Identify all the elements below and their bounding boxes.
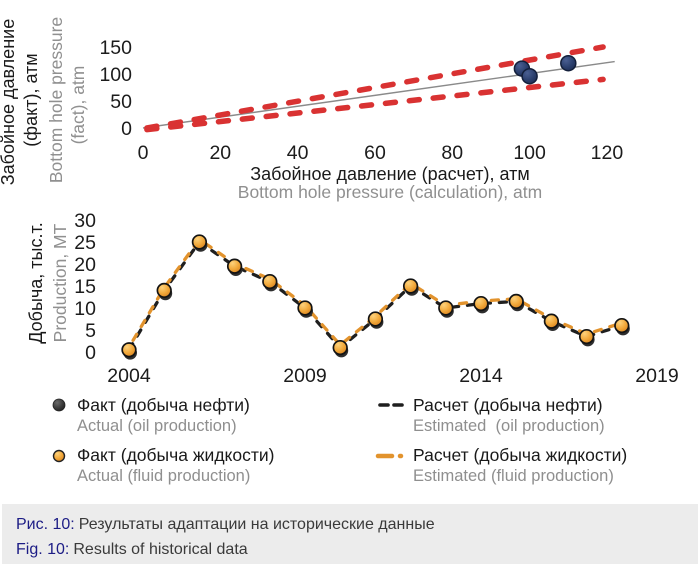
svg-text:120: 120: [591, 142, 624, 164]
oil-actual-marker-icon: [52, 398, 66, 412]
chart2-ylabel-en: Production, MT: [50, 223, 70, 342]
legend-label-ru: Факт (добыча нефти): [77, 395, 250, 415]
chart1-xlabel-ru: Забойное давление (расчет), атм: [250, 164, 529, 184]
fluid-actual-point: [614, 317, 630, 334]
legend-item-fluid-estimated: Расчет (добыча жидкости) Estimated (flui…: [362, 445, 627, 486]
svg-text:2014: 2014: [459, 365, 503, 387]
fluid-actual-point: [156, 282, 172, 299]
svg-text:5: 5: [85, 320, 96, 342]
caption-label-ru: Рис. 10:: [16, 516, 75, 533]
fluid-actual-point: [367, 311, 384, 327]
legend-left-column: Факт (добыча нефти) Actual (oil producti…: [48, 395, 275, 495]
legend-label-en: Estimated (fluid production): [413, 467, 614, 485]
pressure-fact-point: [560, 54, 577, 72]
svg-text:2009: 2009: [283, 365, 326, 387]
fluid-actual-point: [226, 258, 243, 274]
chart1-ylabel-en-line2: (fact), atm: [68, 66, 88, 145]
chart1-ylabel-ru-line1: Забойное давление: [0, 19, 18, 185]
svg-text:100: 100: [99, 64, 132, 86]
legend-label-en: Actual (fluid production): [77, 467, 251, 485]
fluid-actual-point: [402, 278, 419, 294]
caption-text-en: Results of historical data: [73, 541, 248, 558]
svg-text:25: 25: [74, 232, 96, 254]
chart1-ticks: 0 50 100 150 0 20 40 60 80 100 120: [99, 37, 623, 164]
chart1-ylabel-en-line1: Bottom hole pressure: [46, 17, 66, 183]
fluid-actual-point: [578, 328, 595, 345]
legend-item-fluid-actual: Факт (добыча жидкости) Actual (fluid pro…: [48, 445, 275, 486]
svg-text:2004: 2004: [107, 365, 151, 387]
svg-text:0: 0: [121, 118, 132, 140]
chart1-xlabel-en: Bottom hole pressure (calculation), atm: [238, 182, 542, 202]
chart1-series: [142, 44, 615, 133]
legend-label-ru: Факт (добыча жидкости): [77, 445, 275, 465]
legend-label-ru: Расчет (добыча жидкости): [413, 445, 628, 465]
caption-label-en: Fig. 10:: [16, 541, 70, 558]
chart2-series: [121, 234, 630, 360]
svg-text:40: 40: [287, 142, 309, 164]
svg-text:0: 0: [138, 142, 149, 164]
figure-caption: Рис. 10: Результаты адаптации на историче…: [2, 504, 698, 564]
legend-label-en: Estimated (oil production): [413, 417, 605, 435]
pressure-scatter-chart: Забойное давление (факт), атм Bottom hol…: [0, 17, 623, 202]
fluid-actual-point: [262, 273, 278, 290]
svg-text:50: 50: [110, 91, 132, 113]
lower-bound-line: [144, 76, 606, 133]
fluid-actual-marker-icon: [52, 449, 66, 463]
svg-text:2019: 2019: [635, 365, 678, 387]
legend-label-en: Actual (oil production): [77, 417, 237, 435]
upper-bound-line: [144, 44, 606, 131]
svg-text:80: 80: [441, 142, 463, 164]
fluid-actual-point: [191, 234, 208, 250]
fluid-estimated-dash-icon: [375, 453, 406, 459]
fluid-actual-point: [473, 295, 489, 312]
svg-text:100: 100: [513, 142, 546, 164]
production-line-chart: Добыча, тыс.т. Production, MT 0510152025…: [26, 210, 679, 387]
trend-line: [142, 60, 615, 129]
svg-text:20: 20: [74, 254, 96, 276]
fluid-actual-point: [297, 300, 313, 316]
caption-line-ru: Рис. 10: Результаты адаптации на историче…: [16, 512, 698, 537]
svg-text:60: 60: [364, 142, 386, 164]
oil-estimated-dash-icon: [378, 403, 406, 407]
fluid-actual-point: [438, 300, 454, 316]
svg-text:30: 30: [74, 210, 96, 232]
legend-item-oil-estimated: Расчет (добыча нефти) Estimated (oil pro…: [362, 395, 627, 436]
chart1-ylabel-ru-line2: (факт), атм: [21, 53, 41, 146]
legend-label-ru: Расчет (добыча нефти): [413, 395, 603, 415]
fluid-actual-point: [121, 342, 137, 358]
caption-text-ru: Результаты адаптации на исторические дан…: [78, 516, 435, 533]
fluid-actual-point: [508, 293, 524, 310]
svg-text:15: 15: [74, 276, 96, 298]
chart1-y-axis-label: Забойное давление (факт), атм Bottom hol…: [0, 17, 88, 185]
svg-text:0: 0: [85, 342, 96, 364]
pressure-fact-point: [521, 67, 538, 85]
chart2-y-axis-label: Добыча, тыс.т. Production, MT: [26, 222, 70, 343]
svg-text:10: 10: [74, 298, 96, 320]
svg-text:20: 20: [209, 142, 231, 164]
chart1-x-axis-label: Забойное давление (расчет), атм Bottom h…: [238, 164, 542, 202]
caption-line-en: Fig. 10: Results of historical data: [16, 537, 698, 562]
oil-estimated-line: [127, 239, 624, 352]
svg-text:150: 150: [99, 37, 132, 59]
fluid-estimated-line: [127, 237, 624, 349]
legend-item-oil-actual: Факт (добыча нефти) Actual (oil producti…: [48, 395, 275, 436]
fluid-actual-point: [332, 339, 348, 356]
legend-right-column: Расчет (добыча нефти) Estimated (oil pro…: [362, 395, 627, 495]
fluid-actual-point: [543, 313, 560, 329]
chart2-ylabel-ru: Добыча, тыс.т.: [26, 222, 46, 343]
